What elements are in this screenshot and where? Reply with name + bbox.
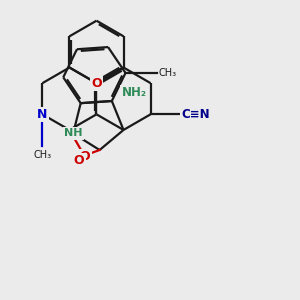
Text: C≡N: C≡N xyxy=(182,108,210,121)
Text: NH: NH xyxy=(64,128,80,139)
Text: C≡N: C≡N xyxy=(182,109,208,119)
Text: O: O xyxy=(91,76,102,90)
Text: CH₃: CH₃ xyxy=(158,68,176,78)
Text: O: O xyxy=(92,78,101,88)
Text: O: O xyxy=(80,151,90,164)
Text: NH: NH xyxy=(64,128,82,139)
Text: N: N xyxy=(37,108,48,121)
Text: NH₂: NH₂ xyxy=(122,86,146,99)
Text: O: O xyxy=(74,155,84,165)
Text: NH₂: NH₂ xyxy=(122,87,145,97)
Text: CH₃: CH₃ xyxy=(33,150,52,160)
Text: N: N xyxy=(38,109,47,119)
Text: O: O xyxy=(74,154,84,167)
Text: O: O xyxy=(80,152,90,162)
